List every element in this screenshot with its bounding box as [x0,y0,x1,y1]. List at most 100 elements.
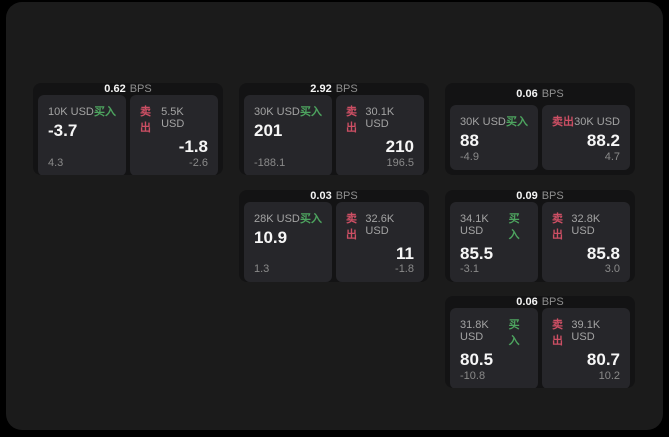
sell-side-label: 卖出 [346,212,357,241]
sell-price: 88.2 [586,131,620,151]
buy-pane[interactable]: 31.8K USD 买入 80.5 -10.8 [450,308,538,388]
quote-panes: 10K USD 买入 -3.7 4.3 卖出 5.5K USD -1.8 -2.… [33,95,223,175]
sell-delta: -2.6 [189,156,208,169]
quote-board-panel: 0.62 BPS 10K USD 买入 -3.7 4.3 卖出 5.5K USD… [6,2,663,430]
buy-price: 80.5 [460,350,494,369]
sell-pane-top: 卖出 32.8K USD [552,210,620,242]
buy-delta: -4.9 [460,151,479,163]
buy-pane-top: 30K USD 买入 [254,103,322,119]
buy-pane[interactable]: 10K USD 买入 -3.7 4.3 [38,95,126,175]
buy-side-label: 买入 [506,116,528,129]
buy-side-label: 买入 [94,106,116,118]
sell-pane[interactable]: 卖出 30K USD 88.2 4.7 [542,105,630,170]
sell-price: 210 [385,137,414,156]
buy-size-label: 30K USD [254,106,300,118]
buy-size-label: 34.1K USD [460,212,489,237]
buy-side-label: 买入 [300,106,322,118]
sell-delta: 10.2 [598,369,620,382]
buy-pane[interactable]: 30K USD 买入 88 -4.9 [450,105,538,170]
buy-pane-top: 31.8K USD 买入 [460,316,528,348]
buy-delta: -10.8 [460,369,486,382]
spread-unit: BPS [335,189,358,202]
quote-panes: 28K USD 买入 10.9 1.3 卖出 32.6K USD 11 -1.8 [239,201,429,282]
spread-unit: BPS [541,296,564,308]
sell-pane[interactable]: 卖出 5.5K USD -1.8 -2.6 [130,95,218,175]
sell-size-label: 32.6K USD [365,212,395,237]
buy-size-label: 30K USD [460,116,506,129]
spread-header: 2.92 BPS [239,83,429,95]
spread-unit: BPS [129,83,152,95]
spread-header: 0.62 BPS [33,83,223,95]
sell-size-label: 32.8K USD [571,212,601,237]
buy-pane-top: 28K USD 买入 [254,210,322,226]
buy-price: 85.5 [460,243,494,263]
sell-size-label: 30K USD [574,116,620,129]
spread-value: 0.03 [310,189,332,202]
sell-pane-top: 卖出 30K USD [552,113,620,129]
spread-unit: BPS [541,189,564,202]
spread-header: 0.06 BPS [445,83,635,105]
buy-pane[interactable]: 28K USD 买入 10.9 1.3 [244,201,332,282]
sell-price: 80.7 [586,350,620,369]
quote-card: 0.06 BPS 30K USD 买入 88 -4.9 卖出 30K USD 8… [445,83,635,175]
sell-pane[interactable]: 卖出 32.8K USD 85.8 3.0 [542,201,630,282]
sell-side-label: 卖出 [552,212,563,241]
sell-price: -1.8 [178,137,208,156]
buy-pane-top: 30K USD 买入 [460,113,528,129]
sell-side-label: 卖出 [552,319,563,347]
buy-price: -3.7 [48,121,78,140]
buy-delta: 4.3 [48,156,64,169]
sell-pane-top: 卖出 32.6K USD [346,210,414,242]
sell-delta: 3.0 [604,263,620,276]
quote-card: 0.06 BPS 31.8K USD 买入 80.5 -10.8 卖出 39.1… [445,296,635,388]
buy-pane-top: 34.1K USD 买入 [460,210,528,242]
sell-delta: 196.5 [386,156,414,169]
quote-card: 0.03 BPS 28K USD 买入 10.9 1.3 卖出 32.6K US… [239,189,429,282]
buy-price: 88 [460,131,479,151]
sell-size-label: 39.1K USD [571,319,601,343]
buy-delta: -188.1 [254,156,286,169]
quote-card: 0.62 BPS 10K USD 买入 -3.7 4.3 卖出 5.5K USD… [33,83,223,175]
buy-delta: 1.3 [254,263,270,276]
sell-pane[interactable]: 卖出 30.1K USD 210 196.5 [336,95,424,175]
buy-price: 201 [254,121,283,140]
sell-delta: 4.7 [604,151,620,163]
sell-pane[interactable]: 卖出 39.1K USD 80.7 10.2 [542,308,630,388]
buy-side-label: 买入 [508,319,520,347]
cards-grid: 0.62 BPS 10K USD 买入 -3.7 4.3 卖出 5.5K USD… [33,83,635,388]
buy-size-label: 10K USD [48,106,94,118]
buy-side-label: 买入 [508,212,520,241]
sell-price: 11 [396,243,414,263]
sell-size-label: 30.1K USD [365,106,395,130]
spread-value: 0.09 [516,189,538,202]
buy-size-label: 31.8K USD [460,319,489,343]
sell-side-label: 卖出 [552,116,574,129]
sell-delta: -1.8 [395,263,414,276]
spread-value: 0.62 [104,83,126,95]
quote-card: 0.09 BPS 34.1K USD 买入 85.5 -3.1 卖出 32.8K… [445,189,635,282]
quote-card: 2.92 BPS 30K USD 买入 201 -188.1 卖出 30.1K … [239,83,429,175]
buy-size-label: 28K USD [254,212,300,225]
sell-price: 85.8 [586,243,620,263]
spread-header: 0.06 BPS [445,296,635,308]
buy-delta: -3.1 [460,263,479,276]
sell-pane-top: 卖出 30.1K USD [346,103,414,135]
sell-pane[interactable]: 卖出 32.6K USD 11 -1.8 [336,201,424,282]
spread-value: 0.06 [516,88,538,101]
sell-size-label: 5.5K USD [161,106,185,130]
buy-pane[interactable]: 30K USD 买入 201 -188.1 [244,95,332,175]
quote-panes: 30K USD 买入 201 -188.1 卖出 30.1K USD 210 1… [239,95,429,175]
spread-unit: BPS [335,83,358,95]
buy-price: 10.9 [254,227,288,247]
quote-panes: 34.1K USD 买入 85.5 -3.1 卖出 32.8K USD 85.8… [445,201,635,282]
buy-pane[interactable]: 34.1K USD 买入 85.5 -3.1 [450,201,538,282]
sell-pane-top: 卖出 5.5K USD [140,103,208,135]
sell-side-label: 卖出 [140,106,151,134]
sell-pane-top: 卖出 39.1K USD [552,316,620,348]
spread-unit: BPS [541,88,564,101]
buy-side-label: 买入 [300,212,322,225]
sell-side-label: 卖出 [346,106,357,134]
spread-value: 2.92 [310,83,332,95]
spread-header: 0.09 BPS [445,190,635,202]
quote-panes: 30K USD 买入 88 -4.9 卖出 30K USD 88.2 4.7 [445,105,635,175]
